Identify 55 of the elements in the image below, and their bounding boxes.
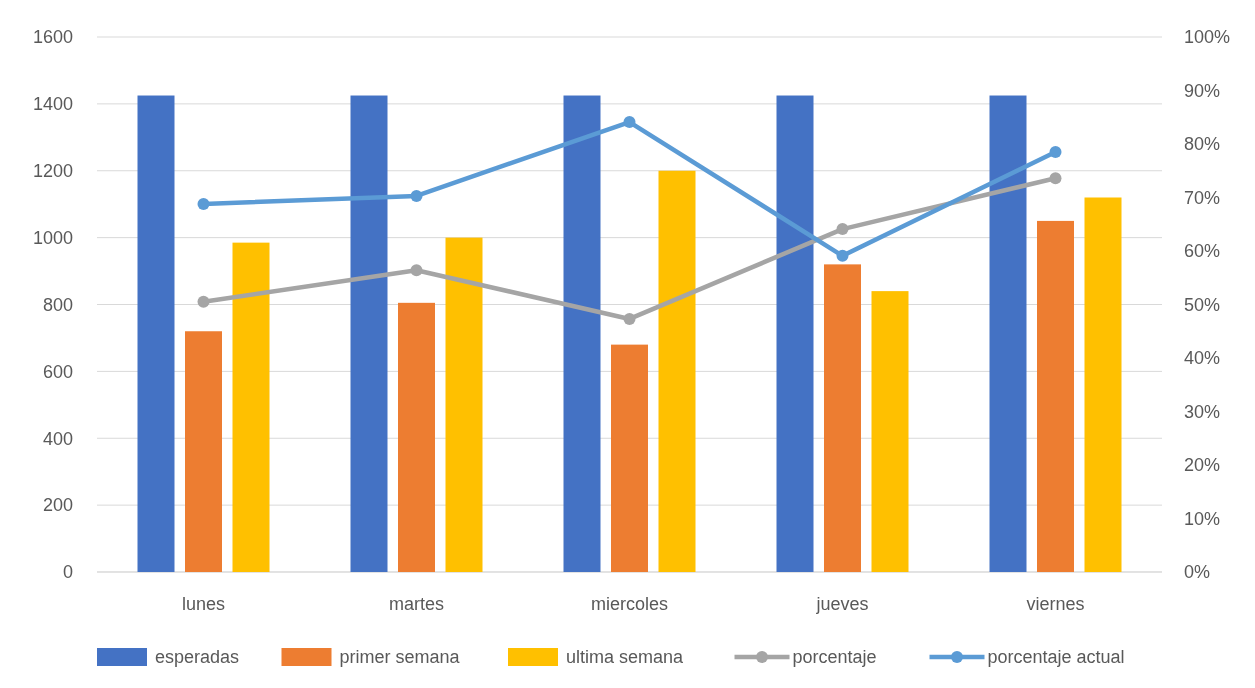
legend-label: porcentaje [792,647,877,668]
legend-label: porcentaje actual [987,647,1125,668]
y2-tick-label: 10% [1184,508,1221,529]
bar [776,95,814,572]
bar [871,291,909,572]
y2-tick-label: 100% [1184,27,1231,48]
legend-label: ultima semana [566,647,685,668]
bar [563,95,601,572]
x-tick-label: jueves [815,594,869,614]
point [1049,146,1062,159]
y-tick-label: 400 [42,428,73,449]
y-tick-label: 1200 [32,161,73,182]
y2-tick-label: 50% [1184,294,1221,315]
bar [1037,220,1074,572]
point [836,223,849,236]
bar [185,331,222,572]
bar [137,95,175,572]
bar [824,264,861,572]
point [623,312,636,325]
y2-tick-label: 70% [1184,187,1221,208]
legend-label: esperadas [155,647,240,668]
point [836,249,849,262]
bar [989,95,1027,572]
bar [398,302,435,572]
point [1049,172,1062,185]
y-tick-label: 1000 [32,227,73,248]
bar [1084,197,1122,572]
y2-tick-label: 0% [1184,562,1211,583]
y2-tick-label: 90% [1184,80,1221,101]
point [623,116,636,129]
x-tick-label: martes [388,594,445,614]
point [410,189,423,202]
y-tick-label: 0 [62,562,73,583]
bar [445,237,483,572]
bar [350,95,388,572]
y-tick-label: 600 [42,361,73,382]
x-tick-label: miercoles [590,594,669,614]
bar [232,242,270,572]
y2-tick-label: 80% [1184,134,1221,155]
legend-label: primer semana [339,647,461,668]
x-tick-label: viernes [1026,594,1085,614]
y-tick-label: 200 [42,495,73,516]
y2-tick-label: 30% [1184,401,1221,422]
bar [658,170,696,572]
point [410,264,423,277]
point [197,197,210,210]
bar [611,344,648,572]
y-tick-label: 800 [42,294,73,315]
y2-tick-label: 60% [1184,241,1221,262]
y2-tick-label: 20% [1184,455,1221,476]
y-tick-label: 1600 [32,27,73,48]
x-tick-label: lunes [181,594,226,614]
y-tick-label: 1400 [32,94,73,115]
y2-tick-label: 40% [1184,348,1221,369]
point [197,295,210,308]
